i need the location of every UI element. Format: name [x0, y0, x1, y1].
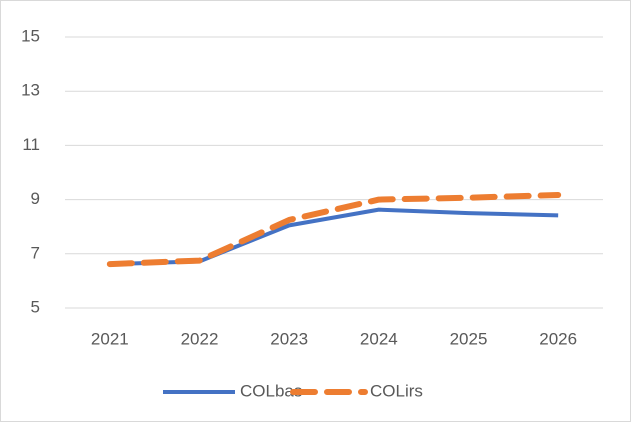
x-tick-label: 2022: [181, 329, 219, 348]
x-tick-label: 2025: [450, 329, 488, 348]
x-tick-label: 2024: [360, 329, 398, 348]
legend-label: COLirs: [370, 381, 423, 400]
y-tick-label: 9: [31, 189, 40, 208]
x-tick-label: 2026: [539, 329, 577, 348]
y-tick-label: 5: [31, 297, 40, 316]
x-tick-label: 2023: [270, 329, 308, 348]
y-tick-label: 15: [21, 26, 40, 45]
legend-label: COLbas: [240, 381, 302, 400]
y-tick-label: 11: [22, 135, 40, 154]
y-tick-label: 7: [31, 243, 40, 262]
x-tick-label: 2021: [91, 329, 129, 348]
y-tick-label: 13: [21, 81, 40, 100]
series-line: [106, 191, 562, 268]
